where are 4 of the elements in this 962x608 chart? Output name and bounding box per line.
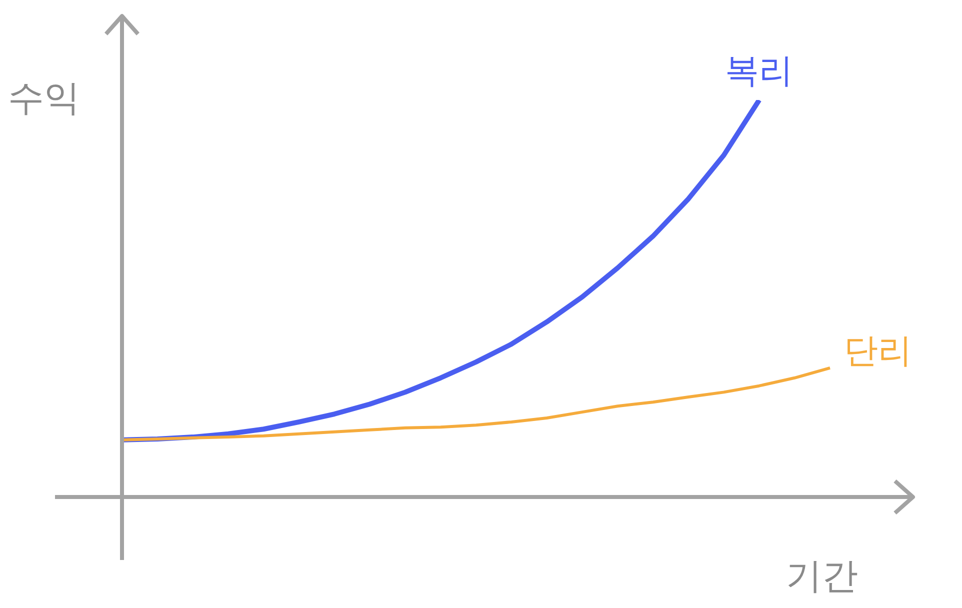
series-label: 단리 (844, 330, 912, 371)
y-axis-title: 수익 (8, 78, 80, 119)
series-label: 복리 (725, 51, 794, 91)
x-axis-title: 기간 (786, 556, 858, 597)
